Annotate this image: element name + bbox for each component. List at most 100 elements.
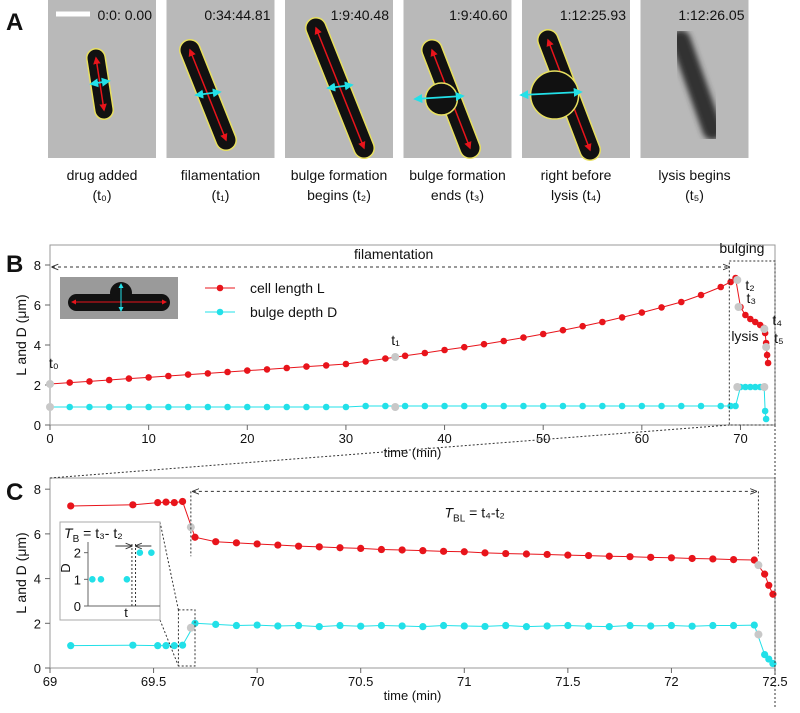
y-tick-label: 8 <box>34 258 41 273</box>
zoom-connector <box>159 619 179 667</box>
data-point <box>401 352 409 360</box>
data-point <box>761 407 769 415</box>
data-point <box>765 581 773 589</box>
zoom-connector <box>159 521 179 610</box>
data-point <box>357 544 365 553</box>
key-point <box>734 303 743 311</box>
data-point <box>362 358 369 365</box>
data-point <box>243 403 251 411</box>
data-point <box>322 403 330 411</box>
data-point <box>750 621 758 629</box>
caption: begins (t₂) <box>307 187 371 203</box>
data-point <box>224 403 231 411</box>
data-point <box>401 402 409 410</box>
data-point <box>86 378 93 385</box>
interval-sub: BL <box>453 513 466 524</box>
data-point <box>750 556 758 564</box>
data-point <box>204 370 212 377</box>
key-point <box>754 561 763 570</box>
data-point <box>747 315 754 323</box>
series-line <box>50 386 767 420</box>
data-point <box>579 322 586 330</box>
timestamp: 1:12:25.93 <box>560 7 626 23</box>
interval-label: TBL = t₄-t₂ <box>444 504 504 524</box>
data-point <box>605 623 613 631</box>
data-point <box>460 343 468 351</box>
key-label: t₁ <box>391 332 400 348</box>
data-point <box>584 551 593 560</box>
data-point <box>522 550 531 558</box>
data-point <box>763 351 771 359</box>
data-point <box>729 555 738 564</box>
x-axis-label: time (min) <box>384 445 442 460</box>
interval-label: TB = t₃- t₂ <box>64 525 123 545</box>
caption: filamentation <box>181 167 260 183</box>
depth-arrow <box>519 87 583 100</box>
data-point <box>243 367 251 374</box>
data-point <box>584 622 593 630</box>
data-point <box>460 622 468 630</box>
data-point <box>274 541 282 549</box>
bulging-box <box>728 260 776 426</box>
x-tick-label: 10 <box>141 431 155 446</box>
data-point <box>362 402 369 410</box>
data-point <box>697 402 705 410</box>
data-point <box>599 318 606 326</box>
data-point <box>212 538 220 546</box>
key-label: t₀ <box>49 355 59 371</box>
panel-label: A <box>6 9 23 36</box>
data-point <box>520 402 527 410</box>
inset-y-tick-label: 2 <box>74 546 81 561</box>
data-point <box>667 621 676 630</box>
inset-y-tick-label: 1 <box>74 572 81 587</box>
micrograph: 1:12:26.05 <box>640 0 749 158</box>
data-point <box>66 403 74 411</box>
x-tick-label: 0 <box>46 431 53 446</box>
lysed-cell <box>670 30 723 140</box>
y-tick-label: 4 <box>34 338 41 353</box>
key-point <box>760 325 769 333</box>
data-point <box>357 622 365 630</box>
x-tick-label: 40 <box>437 431 451 446</box>
key-label: t₅ <box>774 330 784 346</box>
data-point <box>717 402 725 410</box>
panel-label: B <box>6 251 23 278</box>
zoom-connector <box>49 424 730 479</box>
inset-point <box>89 576 96 583</box>
data-point <box>751 383 759 391</box>
micrograph: 0:0: 0.00 <box>48 0 156 158</box>
data-point <box>762 415 770 423</box>
data-point <box>761 570 769 578</box>
key-point <box>762 343 771 351</box>
data-point <box>709 555 717 563</box>
data-point <box>564 621 572 630</box>
caption: bulge formation <box>291 167 388 183</box>
bulge <box>424 82 459 116</box>
y-tick-label: 6 <box>34 298 41 313</box>
data-point <box>579 402 586 410</box>
data-point <box>480 402 488 410</box>
caption: bulge formation <box>409 167 506 183</box>
interval-sub: B <box>73 534 80 545</box>
depth-arrow <box>326 81 354 92</box>
data-point <box>294 542 303 550</box>
data-point <box>500 402 508 410</box>
x-axis-label: time (min) <box>384 688 442 703</box>
caption: (t₅) <box>685 187 704 203</box>
data-point <box>253 621 261 629</box>
data-point <box>638 402 646 410</box>
data-point <box>677 298 685 306</box>
data-point <box>688 622 696 630</box>
x-tick-label: 69 <box>43 674 57 689</box>
data-point <box>626 553 634 561</box>
depth-arrow <box>194 88 222 99</box>
legend-marker <box>216 284 224 292</box>
data-point <box>67 642 75 650</box>
data-point <box>165 372 172 380</box>
y-tick-label: 8 <box>34 482 41 497</box>
data-point <box>502 621 510 630</box>
key-point <box>733 383 742 391</box>
x-tick-label: 69.5 <box>141 674 166 689</box>
annotation: bulging <box>719 240 764 256</box>
zoom-box <box>177 609 196 667</box>
